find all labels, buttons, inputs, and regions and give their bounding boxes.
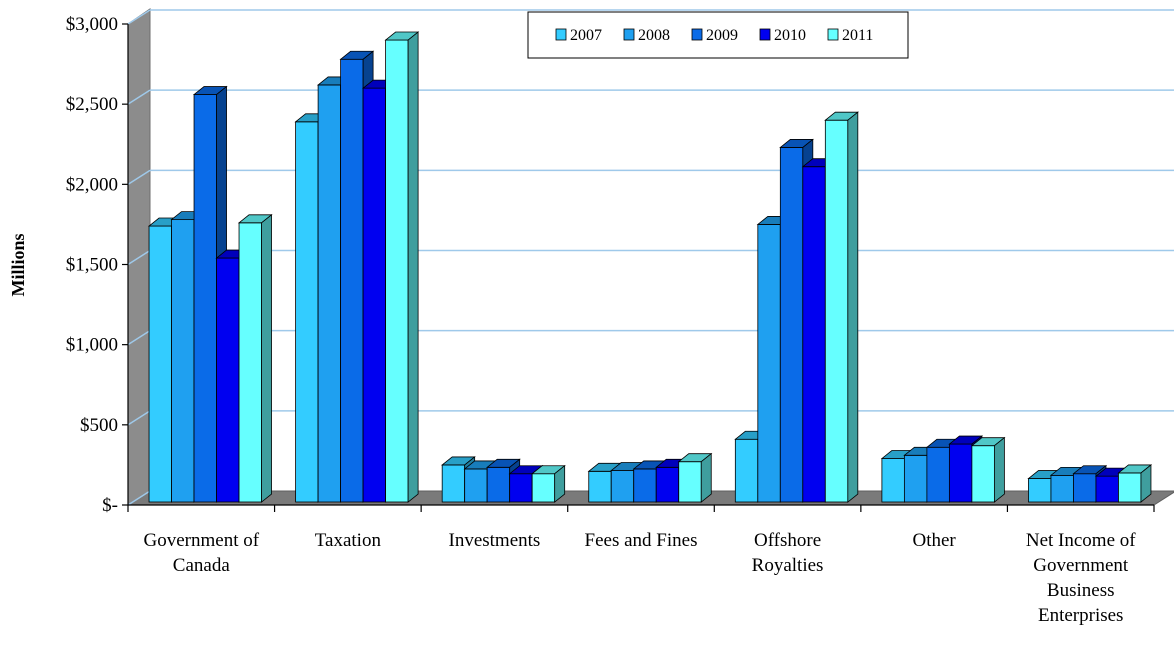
bar-front <box>1095 475 1119 503</box>
bar <box>1117 464 1153 503</box>
bars <box>147 31 1153 503</box>
legend-label: 2009 <box>706 27 738 44</box>
y-axis-title: Millions <box>8 233 28 296</box>
legend-swatch <box>827 28 839 41</box>
y-tick-label: $2,000 <box>66 174 118 195</box>
bar-front <box>633 468 657 503</box>
bar-side <box>847 111 859 503</box>
legend-item: 2007 <box>555 27 602 44</box>
bar-front <box>216 257 240 503</box>
bar-front <box>385 39 409 503</box>
legend-label: 2007 <box>570 27 602 44</box>
bar-side <box>554 464 566 503</box>
x-category-label: Investments <box>449 530 541 551</box>
bar <box>192 85 228 503</box>
legend-item: 2011 <box>827 27 873 44</box>
y-tick-label: $1,000 <box>66 335 118 356</box>
bar-front <box>1073 473 1097 503</box>
bar-side <box>261 213 272 503</box>
bar-front <box>734 438 759 503</box>
bar <box>677 452 713 503</box>
bar-side <box>700 452 712 503</box>
gridline-diag <box>127 89 151 105</box>
bar-front <box>486 466 511 503</box>
x-category-label: Net Income of Government Business Enterpris… <box>1026 530 1136 626</box>
bar <box>384 31 420 503</box>
legend-item: 2009 <box>691 27 738 44</box>
gridline-diag <box>127 490 151 506</box>
bar-front <box>509 473 533 503</box>
bar-front <box>148 225 172 503</box>
y-tick-label: $- <box>102 495 118 516</box>
bar-front <box>171 219 195 503</box>
bar-front <box>362 87 387 503</box>
bar-front <box>903 454 928 503</box>
bar-front <box>464 468 488 503</box>
bar <box>824 111 859 503</box>
gridline-diag <box>127 330 151 346</box>
bar-front <box>1118 472 1142 503</box>
bar-front <box>531 473 556 503</box>
bar-front <box>881 458 905 503</box>
bar-front <box>610 470 635 503</box>
bar-front <box>238 222 262 503</box>
legend-item: 2010 <box>759 27 806 44</box>
bar-front <box>802 166 826 503</box>
legend-swatch <box>691 28 703 41</box>
bar-front <box>824 119 849 503</box>
legend: 2007 2008 2009 2010 2011 <box>527 11 909 59</box>
bar-front <box>317 84 342 503</box>
bar-front <box>193 94 217 503</box>
x-category-label: Other <box>913 530 957 551</box>
bar-front <box>926 446 950 503</box>
bar-front <box>1028 478 1052 503</box>
bar-front <box>1050 474 1074 503</box>
bar-front <box>971 445 995 503</box>
chart-walls <box>126 8 1174 506</box>
legend-label: 2008 <box>638 27 670 44</box>
x-category-label: Taxation <box>315 530 382 551</box>
bar-front <box>295 121 319 503</box>
gridline-diag <box>127 9 151 25</box>
bar-front <box>757 224 781 503</box>
bar-front <box>588 470 612 503</box>
y-tick-label: $500 <box>80 415 118 436</box>
bar-front <box>340 58 364 503</box>
bar <box>237 213 273 503</box>
x-axis: Government of Canada Taxation Investments Fe… <box>127 504 1155 626</box>
y-axis: $- $500 $1,000 $1,500 $2,000 $2,500 $3,000 <box>66 14 129 516</box>
gridline-diag <box>127 249 151 266</box>
legend-label: 2011 <box>842 27 873 44</box>
bar-side <box>407 31 419 503</box>
legend-label: 2010 <box>774 27 806 44</box>
legend-swatch <box>759 28 771 41</box>
y-tick-label: $3,000 <box>66 14 118 35</box>
gridline-diag <box>127 169 151 185</box>
bar-front <box>678 461 702 503</box>
legend-box <box>527 11 909 59</box>
bar-front <box>779 147 804 503</box>
bar-front <box>441 464 466 503</box>
x-category-label: Offshore Royalties <box>752 530 824 576</box>
bar-side <box>1140 464 1152 503</box>
legend-swatch <box>623 28 635 41</box>
legend-swatch <box>555 28 567 41</box>
legend-item: 2008 <box>623 27 670 44</box>
gridlines <box>127 9 1174 506</box>
x-category-label: Government of Canada <box>144 530 260 576</box>
bar-front <box>948 443 973 503</box>
y-tick-label: $1,500 <box>66 255 118 276</box>
y-tick-label: $2,500 <box>66 94 118 115</box>
gridline-diag <box>127 410 151 426</box>
bar-side <box>993 436 1005 503</box>
bar-front <box>655 466 680 503</box>
bar <box>970 436 1006 503</box>
x-category-label: Fees and Fines <box>585 530 698 551</box>
bar <box>531 464 566 503</box>
